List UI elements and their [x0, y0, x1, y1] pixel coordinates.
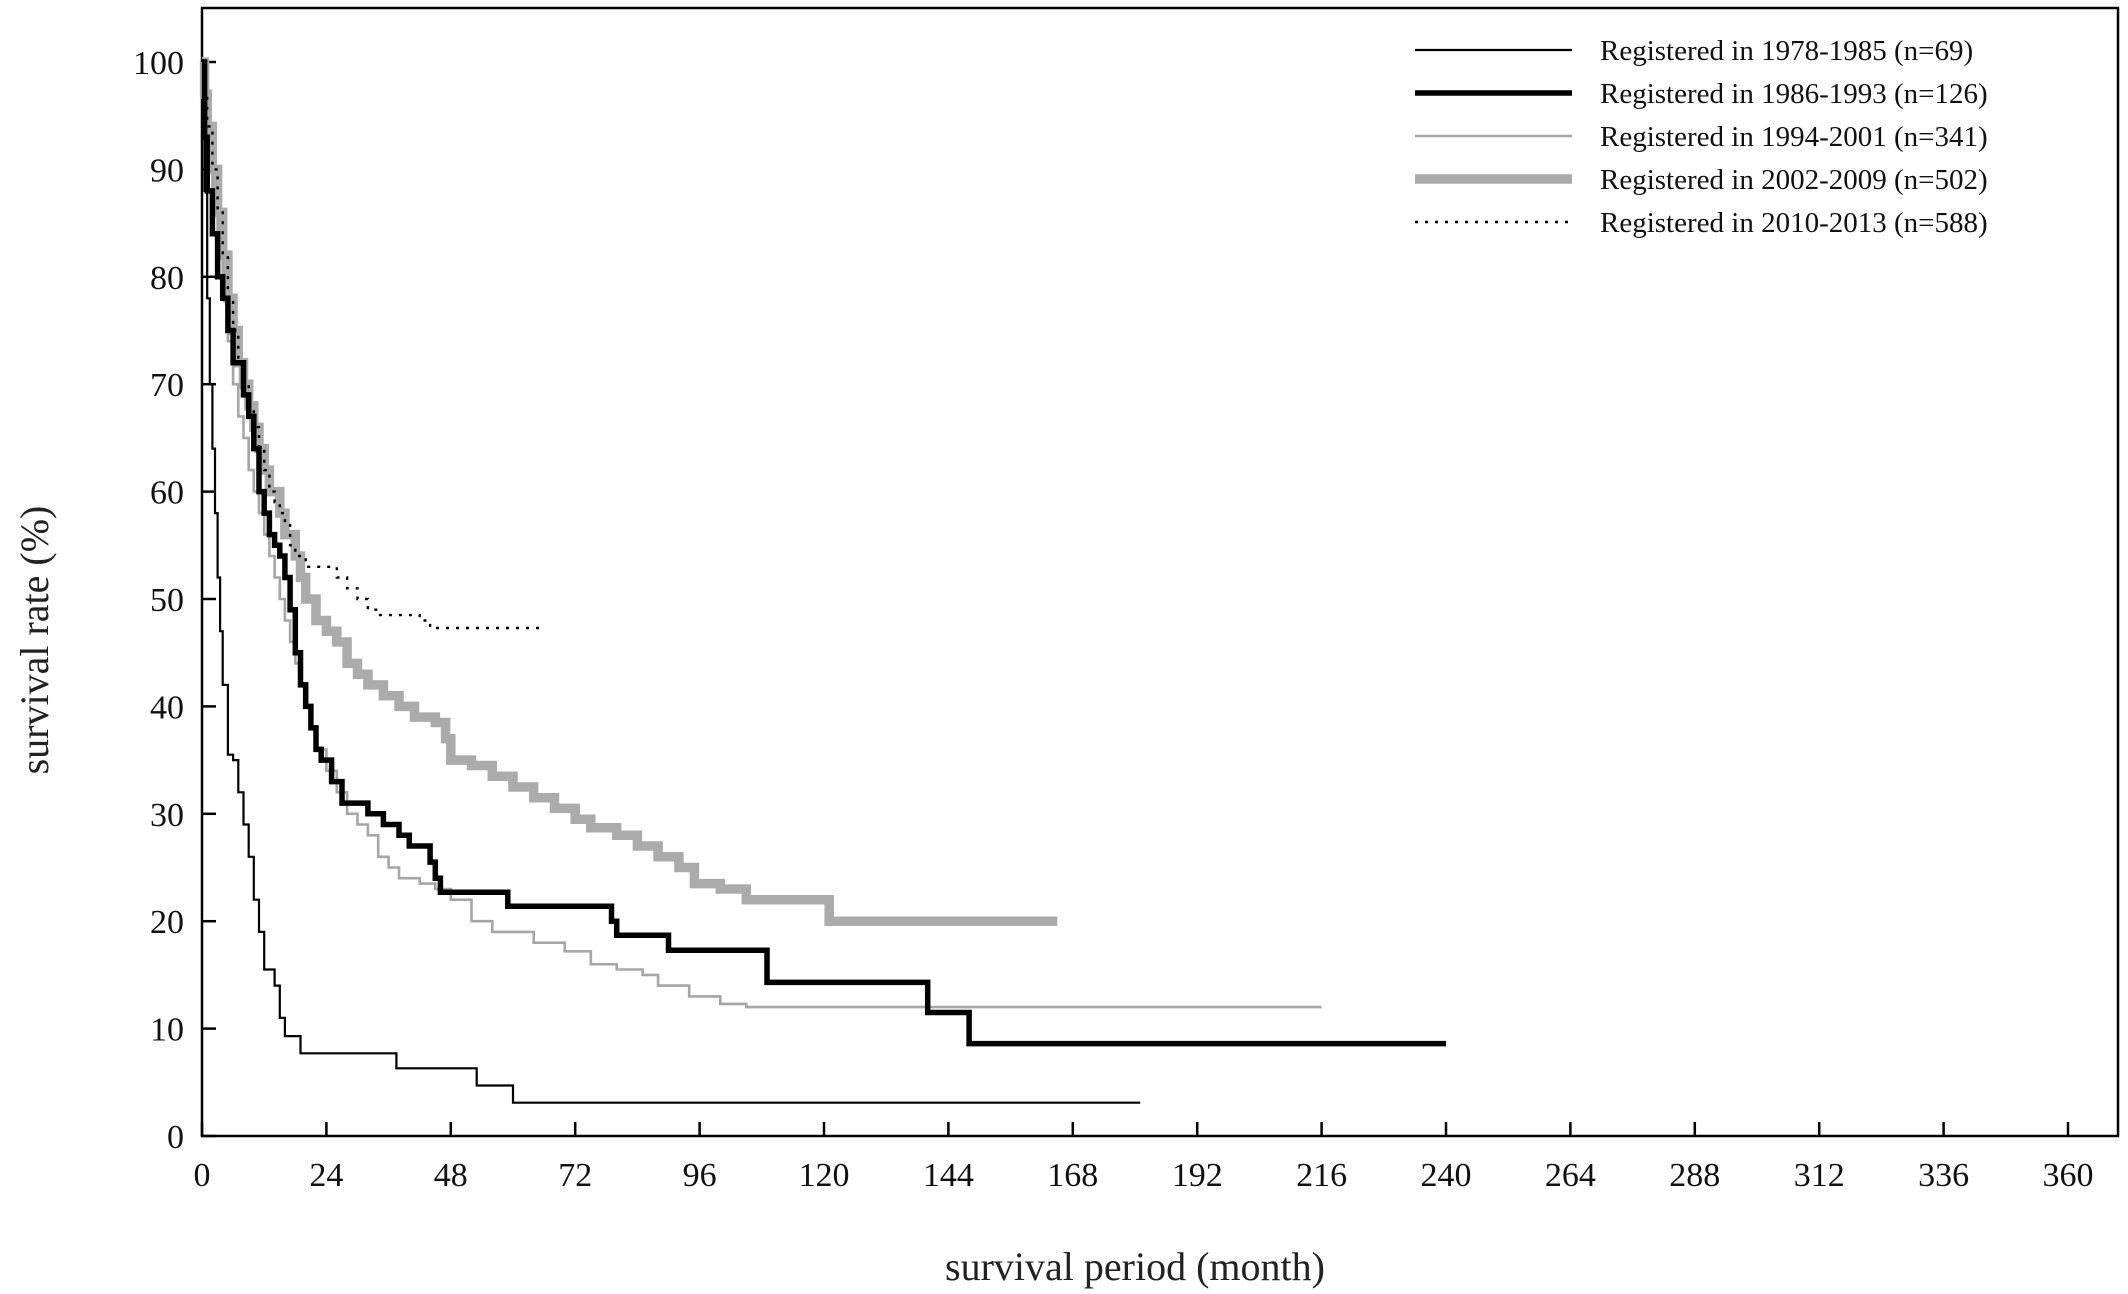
- series-line-1: [202, 60, 1141, 1104]
- y-axis-title: survival rate (%): [12, 506, 57, 775]
- series-line-4: [199, 57, 1058, 926]
- x-axis-title: survival period (month): [945, 1244, 1325, 1289]
- x-tick-label: 336: [1918, 1157, 1969, 1194]
- x-tick-label: 72: [558, 1157, 592, 1194]
- y-tick-label: 50: [150, 582, 184, 619]
- x-tick-label: 168: [1047, 1157, 1098, 1194]
- y-tick-label: 0: [167, 1119, 184, 1156]
- x-tick-label: 144: [923, 1157, 974, 1194]
- y-tick-label: 80: [150, 260, 184, 297]
- y-tick-label: 60: [150, 475, 184, 512]
- y-tick-label: 100: [133, 45, 184, 82]
- y-tick-label: 30: [150, 797, 184, 834]
- y-tick-label: 90: [150, 152, 184, 189]
- x-tick-label: 120: [799, 1157, 850, 1194]
- x-tick-label: 48: [434, 1157, 468, 1194]
- plot-frame: [200, 6, 2120, 1138]
- x-tick-label: 360: [2043, 1157, 2094, 1194]
- x-tick-label: 240: [1421, 1157, 1472, 1194]
- x-tick-label: 24: [309, 1157, 343, 1194]
- x-tick-label: 288: [1669, 1157, 1720, 1194]
- legend-label-3: Registered in 1994-2001 (n=341): [1600, 121, 1988, 153]
- y-tick-label: 40: [150, 689, 184, 726]
- series-layer: [199, 57, 1446, 1104]
- axes: 0 24 48 72 96 120 144 168 192 216 240 264 288 312 336 3…: [133, 6, 2120, 1194]
- x-tick-label: 96: [683, 1157, 717, 1194]
- x-tick-label: 192: [1172, 1157, 1223, 1194]
- series-line-3: [202, 60, 1322, 1009]
- y-tick-label: 20: [150, 904, 184, 941]
- y-tick-label: 10: [150, 1012, 184, 1049]
- x-tick-label: 312: [1794, 1157, 1845, 1194]
- legend-label-1: Registered in 1978-1985 (n=69): [1600, 35, 1973, 67]
- legend-label-5: Registered in 2010-2013 (n=588): [1600, 207, 1988, 239]
- x-tick-label: 264: [1545, 1157, 1596, 1194]
- x-tick-label: 0: [194, 1157, 211, 1194]
- x-tick-label: 216: [1296, 1157, 1347, 1194]
- legend-label-2: Registered in 1986-1993 (n=126): [1600, 78, 1988, 110]
- y-tick-label: 70: [150, 367, 184, 404]
- series-line-5: [202, 60, 545, 630]
- series-line-2: [201, 59, 1446, 1047]
- legend: Registered in 1978-1985 (n=69) Registered…: [1415, 35, 1988, 239]
- legend-label-4: Registered in 2002-2009 (n=502): [1600, 164, 1988, 196]
